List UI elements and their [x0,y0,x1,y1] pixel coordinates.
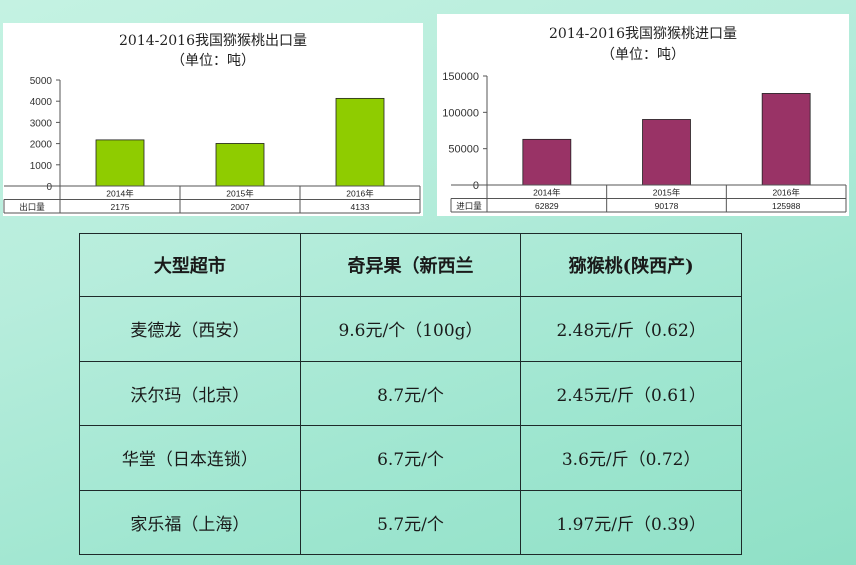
bar [642,119,691,186]
chart-title: 2014-2016我国猕猴桃进口量 [549,26,737,42]
chart-subtitle: （单位：吨） [601,47,685,63]
header-kiwi-shaanxi: 猕猴桃(陕西产) [520,233,742,297]
table-row: 家乐福（上海） 5.7元/个 1.97元/斤（0.39） [79,489,742,555]
kiwifruit-price-table: 大型超市 奇异果（新西兰 猕猴桃(陕西产) 麦德龙（西安） 9.6元/个（100… [79,233,742,555]
y-tick-label: 150000 [442,71,479,83]
table-row: 沃尔玛（北京） 8.7元/个 2.45元/斤（0.61） [79,360,742,426]
legend-series-name: 进口量 [456,201,482,211]
cell-kiwi-shaanxi-price: 3.6元/斤（0.72） [520,425,742,491]
table-header-row: 大型超市 奇异果（新西兰 猕猴桃(陕西产) [79,233,742,297]
data-label: 90178 [655,201,679,211]
y-tick-label: 3000 [30,118,53,129]
cell-kiwi-shaanxi-price: 2.48元/斤（0.62） [520,296,742,362]
cell-supermarket: 家乐福（上海） [79,489,301,555]
bar [335,97,385,187]
y-tick-label: 100000 [442,107,479,119]
header-supermarket: 大型超市 [79,233,301,297]
import-chart-panel: 2014-2016我国猕猴桃进口量 （单位：吨） 0 50000 100000 150… [437,14,849,216]
bar [761,93,811,186]
export-chart-panel: 2014-2016我国猕猴桃出口量 （单位：吨） 0 1000 2000 3000 40… [3,23,423,216]
table-row: 麦德龙（西安） 9.6元/个（100g） 2.48元/斤（0.62） [79,296,742,362]
bar [522,138,572,186]
export-bar-chart: 2014-2016我国猕猴桃出口量 （单位：吨） 0 1000 2000 3000 40… [3,33,421,214]
cell-supermarket: 麦德龙（西安） [79,296,301,362]
header-kiwi-nz: 奇异果（新西兰 [299,233,522,297]
y-tick-label: 2000 [30,140,53,151]
x-tick-label: 2015年 [653,187,681,197]
x-tick-label: 2016年 [346,188,374,198]
cell-kiwi-nz-price: 5.7元/个 [299,489,522,555]
x-tick-label: 2016年 [772,187,800,197]
chart-title: 2014-2016我国猕猴桃出口量 [119,33,307,49]
data-label: 125988 [772,201,801,211]
y-tick-label: 50000 [448,144,479,156]
cell-kiwi-nz-price: 9.6元/个（100g） [299,296,522,362]
cell-kiwi-nz-price: 6.7元/个 [299,425,522,491]
cell-supermarket: 沃尔玛（北京） [79,360,301,426]
bar [95,139,145,187]
data-label: 62829 [535,201,559,211]
y-tick-label: 5000 [30,76,53,87]
x-tick-label: 2014年 [106,188,134,198]
data-label: 4133 [351,202,370,212]
cell-kiwi-shaanxi-price: 1.97元/斤（0.39） [520,489,742,555]
legend-series-name: 出口量 [19,202,45,212]
cell-supermarket: 华堂（日本连锁） [79,425,301,491]
y-tick-label: 0 [473,180,479,192]
x-tick-label: 2014年 [533,187,561,197]
cell-kiwi-nz-price: 8.7元/个 [299,360,522,426]
table-row: 华堂（日本连锁） 6.7元/个 3.6元/斤（0.72） [79,425,742,491]
y-tick-label: 0 [46,182,52,193]
y-tick-label: 4000 [30,97,53,108]
data-label: 2175 [111,202,130,212]
import-bar-chart: 2014-2016我国猕猴桃进口量 （单位：吨） 0 50000 100000 150… [442,26,847,213]
y-tick-label: 1000 [30,161,53,172]
bar [215,143,265,187]
data-label: 2007 [231,202,250,212]
x-tick-label: 2015年 [226,188,254,198]
chart-subtitle: （单位：吨） [171,53,255,69]
cell-kiwi-shaanxi-price: 2.45元/斤（0.61） [520,360,742,426]
